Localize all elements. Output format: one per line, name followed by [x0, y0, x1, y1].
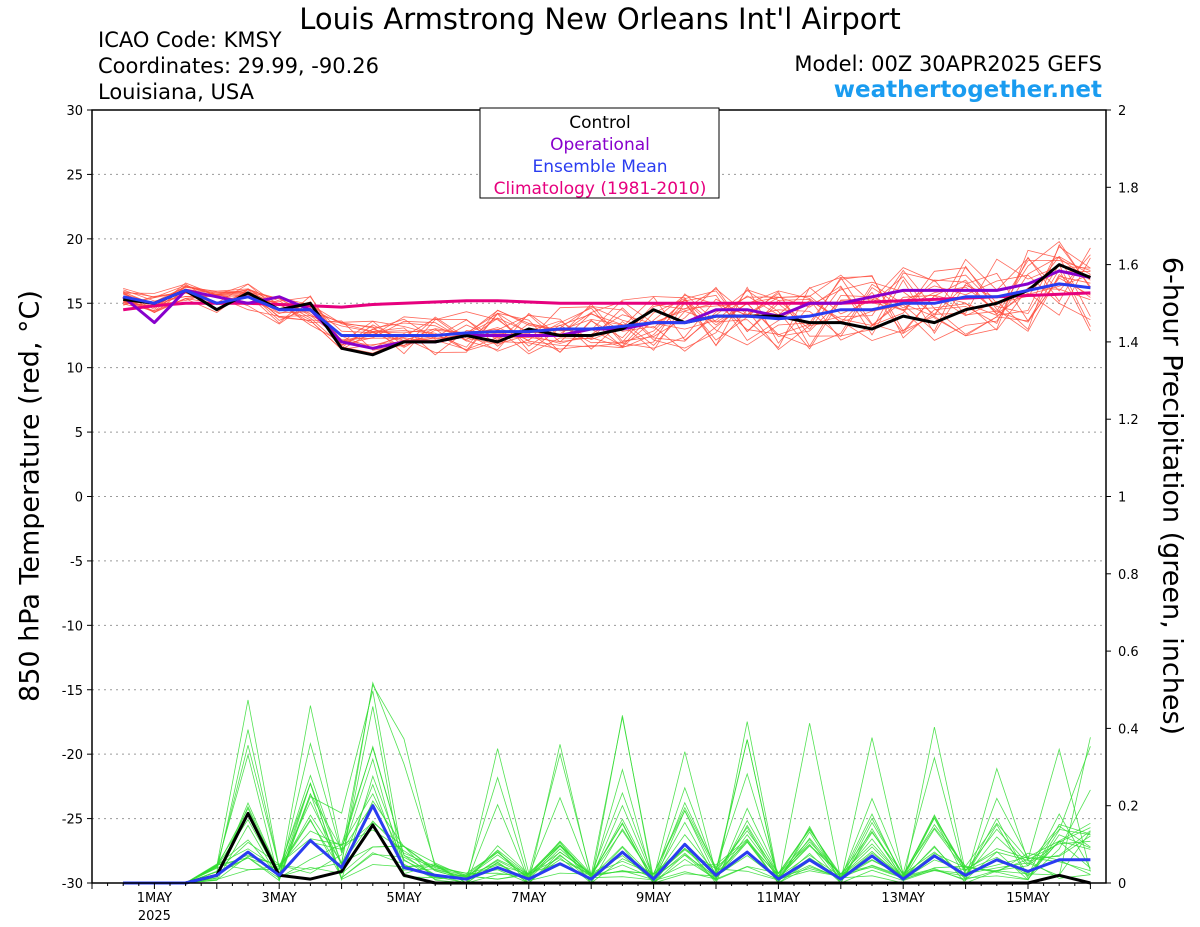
right-tick-label: 0.8	[1118, 568, 1139, 583]
left-tick-label: 15	[66, 297, 83, 312]
left-tick-label: -10	[62, 619, 83, 634]
left-tick-label: 30	[66, 104, 83, 119]
precip-member-line	[123, 690, 1091, 884]
right-tick-label: 0.2	[1118, 800, 1139, 815]
coordinates: Coordinates: 29.99, -90.26	[98, 54, 379, 78]
temp-member-line	[123, 268, 1091, 350]
precip-member-line	[123, 699, 1091, 884]
temp-member-line	[123, 274, 1091, 351]
ensemble-mean-temp-line	[122, 282, 1091, 337]
temp-member-line	[123, 274, 1091, 353]
x-tick-label: 13MAY	[881, 891, 925, 906]
legend-entry: Climatology (1981-2010)	[494, 179, 707, 199]
ensemble-mean-precip-line	[123, 804, 1091, 885]
right-tick-label: 1.2	[1118, 413, 1139, 428]
series-lines	[122, 263, 1091, 885]
axes: 302520151050-5-10-15-20-25-3021.81.61.41…	[62, 104, 1139, 924]
left-tick-label: 5	[75, 426, 83, 441]
x-tick-label: 1MAY	[137, 891, 172, 906]
right-tick-label: 2	[1118, 104, 1126, 119]
x-tick-label: 7MAY	[511, 891, 546, 906]
chart-title: Louis Armstrong New Orleans Int'l Airpor…	[299, 2, 901, 36]
icao-code: ICAO Code: KMSY	[98, 28, 282, 52]
legend-entry: Control	[569, 113, 630, 133]
right-tick-label: 0.4	[1118, 722, 1139, 737]
precip-member-line	[123, 715, 1091, 884]
temp-member-line	[123, 256, 1091, 352]
right-tick-label: 1.8	[1118, 181, 1139, 196]
temp-member-line	[123, 270, 1091, 352]
precip-member-line	[123, 705, 1091, 884]
precip-member-line	[123, 683, 1091, 884]
left-tick-label: -5	[70, 555, 83, 570]
temp-member-line	[123, 285, 1091, 348]
legend-entry: Operational	[550, 135, 650, 155]
x-tick-label: 15MAY	[1006, 891, 1050, 906]
right-tick-label: 0	[1118, 877, 1126, 892]
control-temp-line	[123, 263, 1091, 357]
left-tick-label: -25	[62, 813, 83, 828]
temp-member-line	[123, 254, 1091, 354]
region: Louisiana, USA	[98, 80, 254, 104]
left-tick-label: -30	[62, 877, 83, 892]
right-tick-label: 1.6	[1118, 259, 1139, 274]
left-tick-label: -20	[62, 748, 83, 763]
left-tick-label: 0	[75, 491, 83, 506]
climatology-temp-line	[123, 291, 1091, 312]
ensemble-members	[122, 241, 1091, 885]
x-tick-label: 9MAY	[636, 891, 671, 906]
right-tick-label: 0.6	[1118, 645, 1139, 660]
precip-member-line	[123, 772, 1091, 884]
plot-frame	[91, 109, 1107, 884]
legend-entry: Ensemble Mean	[532, 157, 667, 177]
left-tick-label: 20	[66, 233, 83, 248]
precip-member-line	[123, 792, 1091, 884]
x-tick-label: 11MAY	[757, 891, 801, 906]
legend-box	[479, 107, 720, 199]
x-tick-label: 5MAY	[386, 891, 421, 906]
temp-member-line	[123, 258, 1091, 347]
left-tick-label: 25	[66, 168, 83, 183]
right-tick-label: 1.4	[1118, 336, 1139, 351]
left-tick-label: 10	[66, 362, 83, 377]
right-tick-label: 1	[1118, 491, 1126, 506]
model-run: Model: 00Z 30APR2025 GEFS	[794, 52, 1102, 76]
site-link[interactable]: weathertogether.net	[833, 77, 1102, 103]
x-tick-label: 3MAY	[262, 891, 297, 906]
operational-temp-line	[122, 269, 1091, 350]
x-tick-year: 2025	[138, 909, 171, 924]
left-tick-label: -15	[62, 684, 83, 699]
